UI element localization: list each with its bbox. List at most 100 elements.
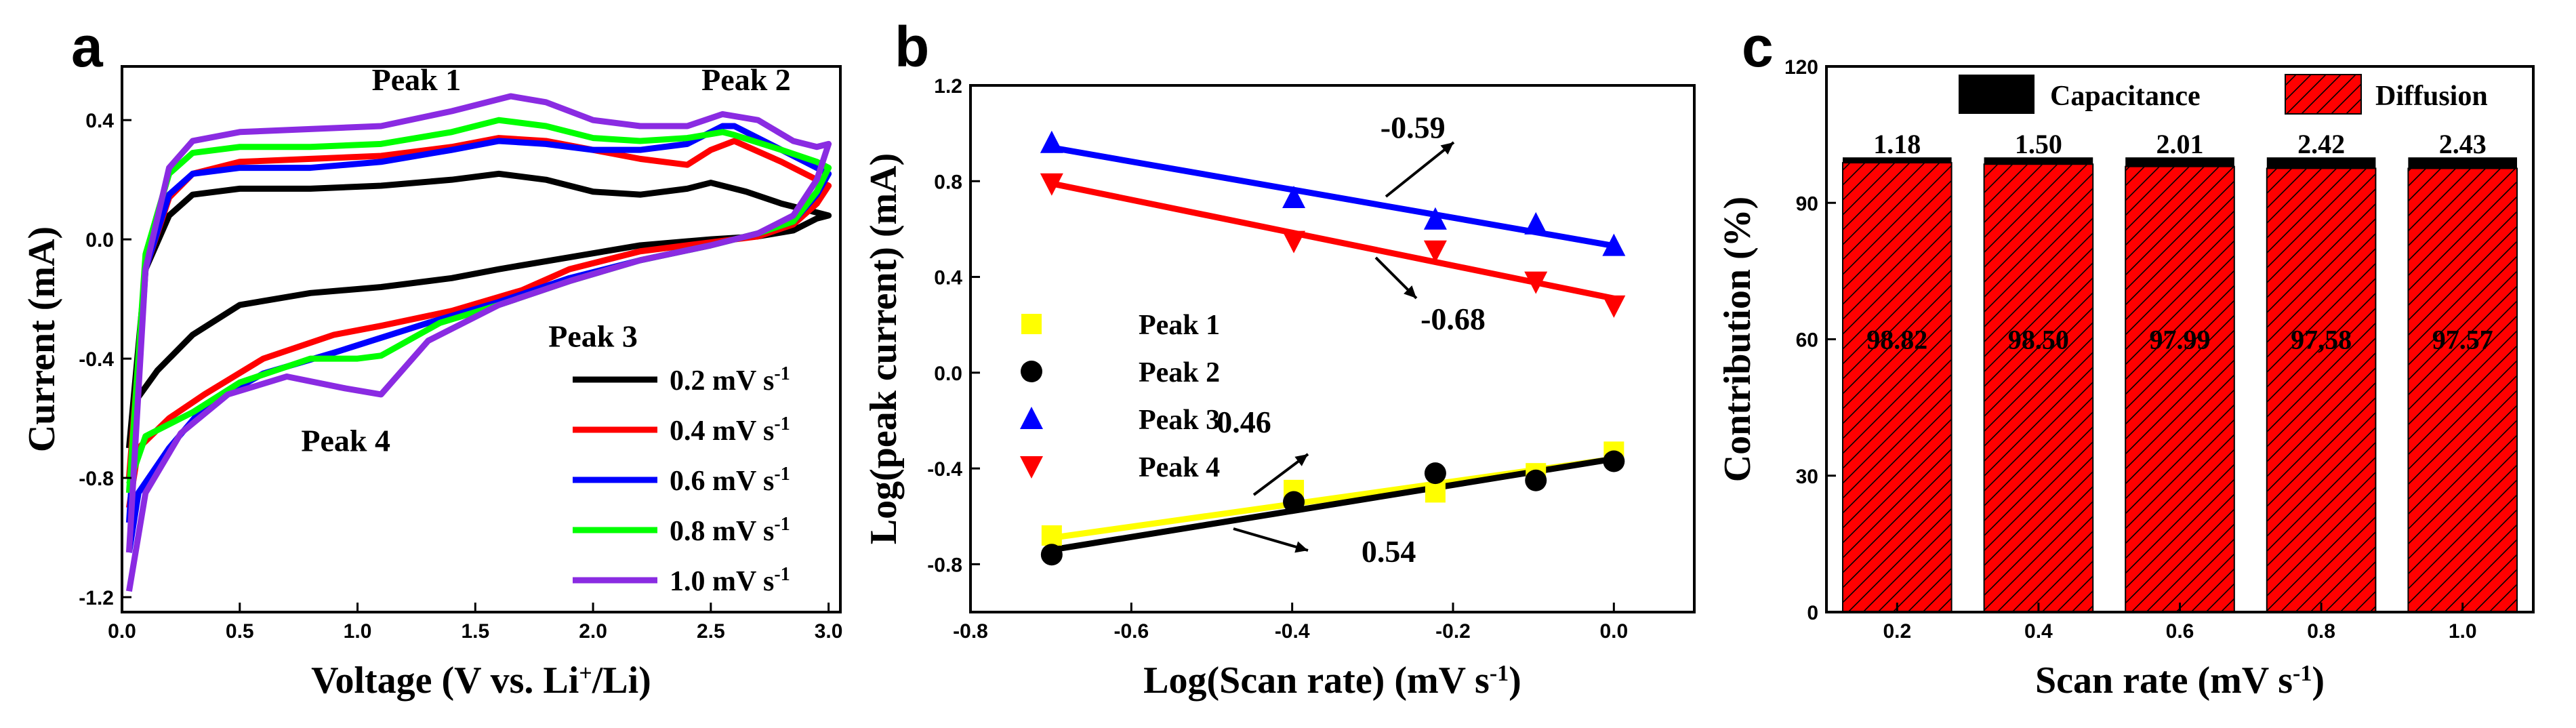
x-tick-label-b: -0.4 [1275, 620, 1310, 643]
y-tick-label-a: -0.4 [79, 348, 114, 371]
x-tick-label-b: -0.6 [1113, 620, 1149, 643]
bar-label-diffusion: 97,58 [2291, 325, 2352, 355]
bar-capacitance [2125, 157, 2234, 167]
y-tick-label-b: 0.4 [934, 267, 962, 289]
legend-label-capacitance: Capacitance [2050, 81, 2201, 112]
legend-unit: mV s [706, 365, 775, 397]
y-tick-label-c: 30 [1796, 466, 1818, 488]
legend-unit: mV s [706, 466, 775, 497]
x-tick-label-b: -0.2 [1435, 620, 1471, 643]
fit-line-b [1051, 144, 1615, 249]
data-point-b [1423, 207, 1447, 230]
data-point-b [1525, 469, 1547, 491]
data-point-b [1040, 544, 1063, 566]
legend-sup: -1 [774, 413, 790, 434]
x-axis-title-c-sup: -1 [2293, 661, 2312, 686]
bar-diffusion [2125, 165, 2235, 613]
peak-annotation: Peak 4 [301, 423, 390, 458]
x-axis-title-c: Scan rate (mV s-1) [2035, 660, 2325, 702]
plot-frame-b [969, 84, 1696, 613]
y-tick-label-b: -0.8 [927, 554, 962, 576]
legend-sup: -1 [774, 464, 790, 485]
legend-sup: -1 [774, 363, 790, 384]
bar-diffusion [1841, 162, 1953, 613]
x-tick-label-a: 1.5 [461, 620, 489, 643]
peak-annotation: Peak 2 [701, 62, 791, 97]
legend-label-a: 1.0 mV s-1 [670, 564, 790, 598]
y-tick-label-a: -1.2 [79, 587, 114, 609]
slope-arrow [1385, 141, 1455, 198]
bar-diffusion [2407, 167, 2518, 613]
legend-value: 0.2 [670, 365, 706, 397]
x-tick-label-a: 3.0 [815, 620, 843, 643]
legend-sup: -1 [774, 564, 790, 585]
slope-arrowhead [1294, 454, 1308, 466]
x-axis-title-b-main: Log(Scan rate) (mV s [1143, 660, 1490, 702]
legend-label-a: 0.8 mV s-1 [670, 514, 790, 548]
x-axis-title-b-sup: -1 [1490, 661, 1509, 686]
legend-label-b: Peak 4 [1139, 452, 1220, 483]
legend-value: 0.6 [670, 466, 706, 497]
slope-label: -0.59 [1381, 110, 1446, 145]
data-point-b [1423, 240, 1447, 263]
plot-frame-a [121, 65, 842, 613]
data-point-b [1602, 233, 1626, 256]
data-point-b [1040, 130, 1063, 153]
bar-diffusion [2266, 167, 2377, 613]
y-axis-title-b: Log(peak current) (mA) [863, 153, 905, 545]
legend-label-b: Peak 3 [1139, 405, 1220, 436]
legend-unit: mV s [706, 566, 775, 597]
data-point-b [1282, 185, 1306, 208]
bar-label-diffusion: 98.82 [1866, 325, 1927, 355]
x-tick-label-c: 0.4 [2024, 620, 2053, 643]
y-tick-label-b: 1.2 [934, 75, 962, 98]
slope-arrowhead [1404, 285, 1416, 298]
cv-curve-3 [125, 117, 832, 493]
data-point-b [1425, 482, 1446, 503]
legend-swatch-diffusion [2285, 74, 2362, 115]
y-tick-label-c: 120 [1784, 56, 1818, 79]
y-axis-title-c: Contribution (%) [1717, 197, 1759, 483]
cv-curve-1 [125, 135, 832, 508]
x-axis-title-a-main: Voltage (V vs. Li [311, 660, 579, 702]
fit-line-b [1051, 456, 1615, 553]
x-axis-title-b: Log(Scan rate) (mV s-1) [1143, 660, 1521, 702]
bar-diffusion [1983, 163, 2094, 613]
x-axis-title-a-sup: + [579, 661, 592, 686]
bar-label-capacitance: 1.18 [1873, 129, 1921, 159]
y-tick-label-b: 0.0 [934, 363, 962, 385]
x-tick-label-c: 0.6 [2166, 620, 2194, 643]
panel-letter-a: a [71, 15, 104, 79]
y-tick-label-c: 90 [1796, 193, 1818, 215]
x-tick-label-b: 0.0 [1599, 620, 1628, 643]
slope-arrowhead [1294, 541, 1308, 553]
x-tick-label-a: 1.0 [344, 620, 372, 643]
legend-label-a: 0.4 mV s-1 [670, 413, 790, 447]
data-point-b [1602, 295, 1626, 318]
panel-letter-b: b [895, 15, 929, 79]
legend-marker-b [1020, 407, 1043, 429]
x-tick-label-c: 0.8 [2307, 620, 2335, 643]
bar-label-capacitance: 1.50 [2015, 129, 2062, 159]
bar-label-diffusion: 98.50 [2008, 325, 2069, 355]
peak-annotation: Peak 1 [372, 62, 462, 97]
legend-label-b: Peak 1 [1139, 310, 1220, 341]
y-tick-label-b: 0.8 [934, 171, 962, 193]
y-tick-label-a: 0.4 [85, 110, 114, 132]
cv-curve-2 [125, 123, 832, 553]
fit-line-b [1050, 180, 1615, 302]
legend-unit: mV s [706, 416, 775, 447]
y-tick-label-a: 0.0 [85, 229, 114, 251]
slope-arrow [1233, 527, 1309, 552]
x-tick-label-a: 0.0 [108, 620, 136, 643]
x-axis-title-a-tail: /Li) [592, 660, 651, 702]
x-axis-title-c-main: Scan rate (mV s [2035, 660, 2293, 702]
legend-sup: -1 [774, 514, 790, 535]
y-tick-label-b: -0.4 [927, 458, 962, 481]
legend-swatch-capacitance [1959, 75, 2035, 114]
panel-letter-c: c [1742, 15, 1774, 79]
peak-annotation: Peak 3 [548, 319, 638, 353]
bar-label-capacitance: 2.43 [2439, 129, 2487, 159]
data-point-b [1524, 211, 1548, 235]
